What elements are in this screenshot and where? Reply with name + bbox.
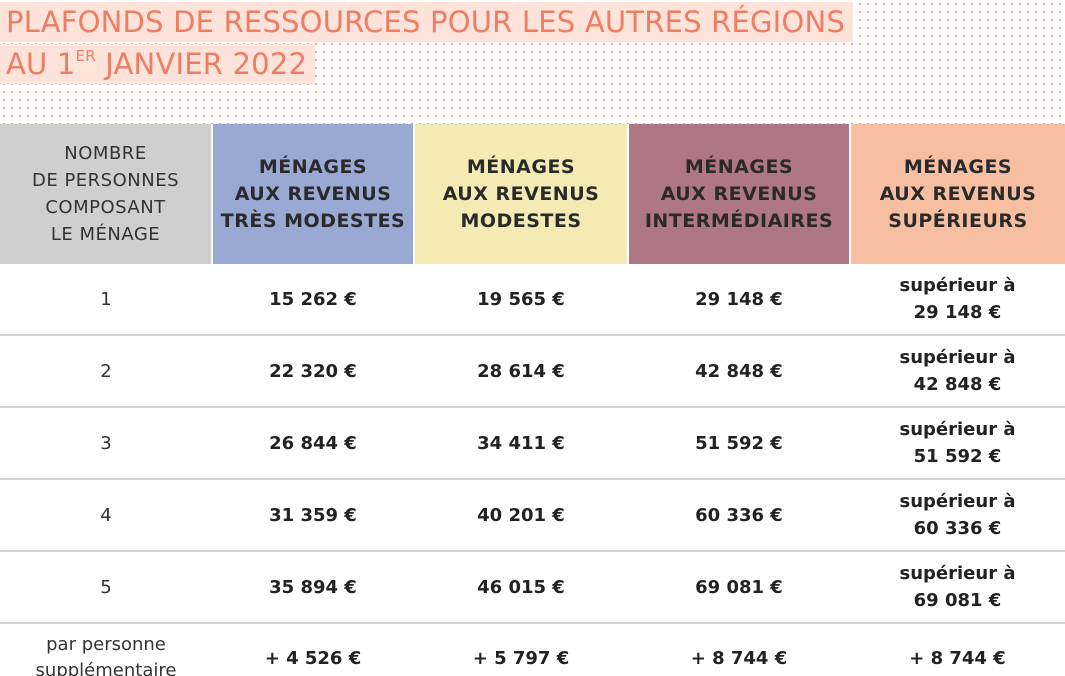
header-modest-income: MÉNAGES AUX REVENUS MODESTES [413, 124, 628, 264]
header-line: INTERMÉDIAIRES [644, 209, 834, 232]
title-text-2-suffix: JANVIER 2022 [95, 47, 308, 81]
very-modest-ceiling-cell: 35 894 € [212, 551, 414, 624]
higher-ceiling-cell: supérieur à 60 336 € [850, 479, 1065, 552]
title-text-1: PLAFONDS DE RESSOURCES POUR LES AUTRES R… [6, 5, 845, 39]
header-intermediate-income: MÉNAGES AUX REVENUS INTERMÉDIAIRES [627, 124, 850, 264]
resource-ceilings-table: NOMBRE DE PERSONNES COMPOSANT LE MÉNAGE … [0, 124, 1065, 676]
extra-person-label-line: supplémentaire [35, 660, 177, 676]
header-line: LE MÉNAGE [50, 224, 161, 245]
higher-ceiling-value: 60 336 € [913, 518, 1002, 539]
very-modest-ceiling-cell: 31 359 € [212, 479, 414, 552]
higher-ceiling-label: supérieur à [899, 347, 1016, 368]
title-text-2-prefix: AU 1 [6, 47, 76, 81]
title-line-2: AU 1ER JANVIER 2022 [0, 44, 316, 84]
header-line: SUPÉRIEURS [888, 209, 1028, 232]
higher-ceiling-cell: supérieur à 29 148 € [850, 264, 1065, 336]
modest-ceiling-cell: 28 614 € [414, 335, 628, 408]
intermediate-ceiling-cell: 29 148 € [628, 264, 850, 336]
table-row: 2 22 320 € 28 614 € 42 848 € supérieur à… [0, 335, 1065, 408]
header-very-modest-income: MÉNAGES AUX REVENUS TRÈS MODESTES [211, 124, 414, 264]
very-modest-ceiling-cell: 15 262 € [212, 264, 414, 336]
title-ordinal-superscript: ER [75, 47, 96, 65]
header-line: MÉNAGES [258, 155, 368, 178]
header-line: NOMBRE [64, 143, 147, 164]
very-modest-ceiling-cell: 22 320 € [212, 335, 414, 408]
title-banner: PLAFONDS DE RESSOURCES POUR LES AUTRES R… [0, 0, 1065, 124]
very-modest-increment-cell: + 4 526 € [264, 647, 362, 669]
household-size-cell: 3 [0, 407, 212, 480]
header-line: TRÈS MODESTES [220, 209, 406, 232]
title-line-1: PLAFONDS DE RESSOURCES POUR LES AUTRES R… [0, 2, 853, 42]
table-row: 4 31 359 € 40 201 € 60 336 € supérieur à… [0, 479, 1065, 552]
intermediate-ceiling-cell: 69 081 € [628, 551, 850, 624]
modest-ceiling-cell: 40 201 € [414, 479, 628, 552]
household-size-cell: 2 [0, 335, 212, 408]
header-line: DE PERSONNES [31, 170, 179, 191]
higher-ceiling-cell: supérieur à 42 848 € [850, 335, 1065, 408]
header-line: AUX REVENUS [234, 182, 392, 205]
header-household-size: NOMBRE DE PERSONNES COMPOSANT LE MÉNAGE [0, 124, 212, 264]
table-row: 3 26 844 € 34 411 € 51 592 € supérieur à… [0, 407, 1065, 480]
higher-ceiling-value: 51 592 € [913, 446, 1002, 467]
header-line: AUX REVENUS [660, 182, 818, 205]
intermediate-ceiling-cell: 51 592 € [628, 407, 850, 480]
modest-ceiling-cell: 46 015 € [414, 551, 628, 624]
household-size-cell: 5 [0, 551, 212, 624]
header-line: AUX REVENUS [442, 182, 600, 205]
very-modest-ceiling-cell: 26 844 € [212, 407, 414, 480]
table-header-row: NOMBRE DE PERSONNES COMPOSANT LE MÉNAGE … [0, 124, 1065, 264]
header-line: MODESTES [460, 209, 582, 232]
higher-ceiling-value: 42 848 € [913, 374, 1002, 395]
higher-increment-cell: + 8 744 € [909, 647, 1006, 669]
intermediate-ceiling-cell: 60 336 € [628, 479, 850, 552]
table-row: 5 35 894 € 46 015 € 69 081 € supérieur à… [0, 551, 1065, 624]
modest-ceiling-cell: 19 565 € [414, 264, 628, 336]
higher-ceiling-label: supérieur à [899, 491, 1016, 512]
higher-ceiling-label: supérieur à [899, 563, 1016, 584]
extra-person-label-cell: par personne supplémentaire [0, 623, 212, 676]
higher-ceiling-cell: supérieur à 51 592 € [850, 407, 1065, 480]
header-line: COMPOSANT [45, 197, 166, 218]
extra-person-label-line: par personne [46, 634, 166, 655]
household-size-cell: 1 [0, 264, 212, 336]
higher-ceiling-value: 29 148 € [913, 302, 1002, 323]
extra-person-row: par personne supplémentaire + 4 526 € + … [0, 623, 1065, 676]
higher-ceiling-label: supérieur à [899, 419, 1016, 440]
household-size-cell: 4 [0, 479, 212, 552]
header-line: MÉNAGES [684, 155, 794, 178]
higher-ceiling-cell: supérieur à 69 081 € [850, 551, 1065, 624]
higher-ceiling-value: 69 081 € [913, 590, 1002, 611]
header-line: MÉNAGES [466, 155, 576, 178]
header-line: MÉNAGES [903, 155, 1013, 178]
modest-increment-cell: + 5 797 € [472, 647, 570, 669]
intermediate-increment-cell: + 8 744 € [690, 647, 788, 669]
header-higher-income: MÉNAGES AUX REVENUS SUPÉRIEURS [849, 124, 1065, 264]
header-line: AUX REVENUS [879, 182, 1037, 205]
modest-ceiling-cell: 34 411 € [414, 407, 628, 480]
table-row: 1 15 262 € 19 565 € 29 148 € supérieur à… [0, 264, 1065, 336]
intermediate-ceiling-cell: 42 848 € [628, 335, 850, 408]
higher-ceiling-label: supérieur à [899, 275, 1016, 296]
